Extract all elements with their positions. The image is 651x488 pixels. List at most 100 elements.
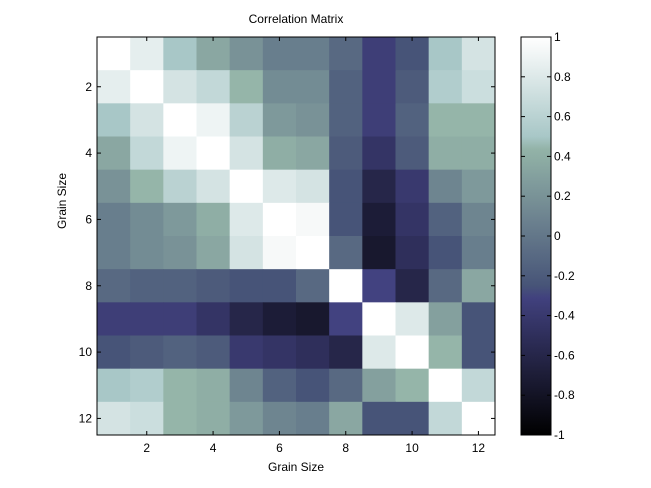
plot-frame [96,36,496,436]
y-tick-label: 8 [85,279,92,293]
heatmap-cell [130,302,164,336]
heatmap-cell [97,103,131,137]
colorbar-tick-label: -0.2 [554,269,575,283]
heatmap-cell [395,368,430,403]
heatmap-cell [130,368,164,403]
heatmap-cell [329,169,363,204]
colorbar-tick-label: 0.6 [554,110,571,124]
heatmap-cell [163,136,197,171]
heatmap-cell [97,302,131,336]
heatmap-cell [163,302,197,336]
heatmap-cell [395,169,430,204]
heatmap-cell [329,269,363,303]
y-tick-label: 2 [85,80,92,94]
heatmap-cell [428,136,463,171]
heatmap-cell [461,136,496,171]
heatmap-cell [196,368,231,403]
colorbar [520,36,552,436]
x-tick-label: 2 [143,441,150,455]
heatmap-cell [362,169,396,204]
x-axis-ticks: 2 4 6 8 10 12 [143,37,485,455]
heatmap-cell [296,202,330,237]
heatmap-cell [428,202,463,237]
heatmap-cell [163,103,197,137]
heatmap-cell [130,236,164,270]
y-tick-label: 6 [85,212,92,226]
heatmap-cell [395,136,430,171]
heatmap-cell [362,202,396,237]
heatmap-cell [395,302,430,336]
heatmap-cell [461,302,496,336]
y-tick-label: 10 [79,345,93,359]
heatmap-cell [296,37,330,71]
heatmap-cell [395,269,430,303]
heatmap-cell [130,103,164,137]
heatmap-cell [229,368,264,403]
heatmap-cell [395,70,430,104]
heatmap-cell [395,401,430,436]
heatmap-cell [229,236,264,270]
heatmap-cell [428,236,463,270]
heatmap-cell [461,103,496,137]
heatmap-cell [296,302,330,336]
heatmap-cell [461,269,496,303]
heatmap-cell [163,335,197,370]
heatmap-cell [428,70,463,104]
heatmap-cell [329,136,363,171]
heatmap-cell [428,401,463,436]
heatmap-cell [428,169,463,204]
x-tick-label: 12 [472,441,486,455]
heatmap-cell [196,202,231,237]
heatmap-cell [362,335,396,370]
heatmap-cell [296,103,330,137]
heatmap-cell [296,368,330,403]
heatmap-cell [196,103,231,137]
y-axis-ticks: 2 4 6 8 10 12 [79,80,495,425]
heatmap-cell [229,335,264,370]
heatmap-cell [229,302,264,336]
heatmap-cell [163,37,197,71]
heatmap-cell [229,136,264,171]
heatmap-cell [196,302,231,336]
heatmap-cell [196,236,231,270]
heatmap-cell [262,202,297,237]
heatmap-cell [395,335,430,370]
heatmap-cell [163,70,197,104]
heatmap-cell [362,302,396,336]
heatmap-cell [97,136,131,171]
heatmap-cell [395,103,430,137]
heatmap-cells [97,37,496,436]
heatmap-cell [97,368,131,403]
heatmap-cell [428,103,463,137]
y-axis-label: Grain Size [55,173,69,229]
colorbar-tick-label: 0 [554,229,561,243]
heatmap-cell [395,202,430,237]
heatmap-cell [229,169,264,204]
heatmap-cell [262,103,297,137]
heatmap-cell [362,37,396,71]
colorbar-tick-label: 0.2 [554,189,571,203]
heatmap-cell [97,37,131,71]
heatmap-cell [362,103,396,137]
heatmap-cell [262,70,297,104]
heatmap-cell [196,169,231,204]
heatmap-cell [196,401,231,436]
heatmap-cell [395,37,430,71]
heatmap-cell [163,169,197,204]
x-tick-label: 4 [210,441,217,455]
heatmap-cell [362,269,396,303]
heatmap-cell [362,401,396,436]
x-tick-label: 6 [276,441,283,455]
heatmap-cell [130,335,164,370]
heatmap-cell [362,368,396,403]
heatmap-cell [97,70,131,104]
heatmap-cell [461,169,496,204]
heatmap-cell [130,401,164,436]
heatmap-cell [395,236,430,270]
heatmap-cell [428,368,463,403]
heatmap-cell [362,236,396,270]
heatmap-cell [130,269,164,303]
heatmap-cell [130,202,164,237]
y-tick-label: 4 [85,146,92,160]
